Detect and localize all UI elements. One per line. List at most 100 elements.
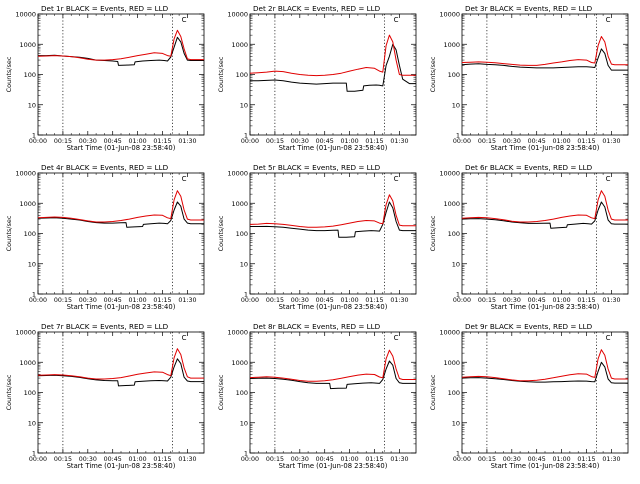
corner-mark: C xyxy=(606,175,611,183)
y-tick-label: 1000 xyxy=(19,359,36,367)
corner-mark: C xyxy=(394,334,399,342)
panel-title: Det 3r BLACK = Events, RED = LLD xyxy=(465,4,593,13)
x-tick-label: 00:15 xyxy=(54,456,72,463)
y-tick-label: 1000 xyxy=(443,359,460,367)
y-tick-label: 100 xyxy=(236,389,248,397)
y-tick-label: 10 xyxy=(452,101,460,109)
x-tick-label: 00:00 xyxy=(241,138,259,145)
x-tick-label: 00:30 xyxy=(79,456,97,463)
detector-panel: Det 7r BLACK = Events, RED = LLD C 1 10 100 1… xyxy=(5,322,205,470)
x-tick-label: 00:30 xyxy=(79,138,97,145)
corner-mark: C xyxy=(182,175,187,183)
x-tick-label: 01:15 xyxy=(153,297,171,304)
lld-series-line xyxy=(461,36,628,66)
x-tick-label: 00:15 xyxy=(478,297,496,304)
y-tick-label: 10 xyxy=(240,419,248,427)
x-axis-label: Start Time (01-Jun-08 23:58:40) xyxy=(279,144,388,152)
lld-series-line xyxy=(249,194,416,228)
lld-series-line xyxy=(249,34,416,77)
x-tick-label: 00:00 xyxy=(29,456,47,463)
corner-mark: C xyxy=(394,16,399,24)
events-series-line xyxy=(461,361,628,384)
y-tick-label: 1 xyxy=(244,132,248,140)
x-tick-label: 01:00 xyxy=(129,297,147,304)
x-tick-label: 00:15 xyxy=(54,297,72,304)
x-tick-label: 00:00 xyxy=(29,297,47,304)
x-tick-label: 01:15 xyxy=(153,456,171,463)
x-axis-label: Start Time (01-Jun-08 23:58:40) xyxy=(67,144,176,152)
x-tick-label: 01:00 xyxy=(129,138,147,145)
lld-series-line xyxy=(461,349,628,382)
x-tick-label: 00:15 xyxy=(478,456,496,463)
events-series-line xyxy=(37,201,204,228)
x-tick-label: 00:00 xyxy=(453,138,471,145)
x-tick-label: 00:45 xyxy=(316,138,334,145)
y-tick-label: 1000 xyxy=(19,41,36,49)
y-axis-label: Counts/sec xyxy=(5,56,13,92)
x-axis-label: Start Time (01-Jun-08 23:58:40) xyxy=(491,144,600,152)
x-tick-label: 00:00 xyxy=(453,456,471,463)
x-tick-label: 01:30 xyxy=(602,297,620,304)
x-tick-label: 00:30 xyxy=(503,297,521,304)
x-axis-label: Start Time (01-Jun-08 23:58:40) xyxy=(67,462,176,470)
x-tick-label: 00:45 xyxy=(104,138,122,145)
x-tick-label: 01:00 xyxy=(553,297,571,304)
x-tick-label: 01:30 xyxy=(390,456,408,463)
detector-panel: Det 6r BLACK = Events, RED = LLD C 1 10 100 1… xyxy=(429,163,629,311)
x-tick-label: 01:30 xyxy=(178,297,196,304)
detector-panel: Det 3r BLACK = Events, RED = LLD C 1 10 100 1… xyxy=(429,4,629,152)
x-tick-label: 00:45 xyxy=(528,297,546,304)
y-axis-label: Counts/sec xyxy=(429,56,437,92)
detector-panel: Det 1r BLACK = Events, RED = LLD C 1 10 100 1… xyxy=(5,4,205,152)
x-tick-label: 00:00 xyxy=(241,297,259,304)
lld-series-line xyxy=(37,190,204,223)
corner-mark: C xyxy=(182,334,187,342)
lld-series-line xyxy=(461,190,628,223)
detector-panel: Det 2r BLACK = Events, RED = LLD C 1 10 100 1… xyxy=(217,4,417,152)
lld-series-line xyxy=(37,348,204,380)
y-tick-label: 10000 xyxy=(439,170,460,178)
y-tick-label: 1 xyxy=(456,450,460,458)
y-tick-label: 1000 xyxy=(231,200,248,208)
x-tick-label: 00:30 xyxy=(291,456,309,463)
x-tick-label: 00:00 xyxy=(453,297,471,304)
y-axis-label: Counts/sec xyxy=(5,215,13,251)
x-tick-label: 00:30 xyxy=(503,456,521,463)
y-tick-label: 10 xyxy=(240,260,248,268)
x-tick-label: 01:30 xyxy=(178,138,196,145)
y-tick-label: 10 xyxy=(452,260,460,268)
y-tick-label: 100 xyxy=(24,230,36,238)
events-series-line xyxy=(38,36,204,66)
y-tick-label: 1000 xyxy=(443,41,460,49)
x-tick-label: 00:00 xyxy=(29,138,47,145)
y-tick-label: 10000 xyxy=(15,329,36,337)
y-tick-label: 1 xyxy=(32,450,36,458)
x-tick-label: 01:15 xyxy=(577,456,595,463)
x-tick-label: 00:30 xyxy=(503,138,521,145)
x-axis-label: Start Time (01-Jun-08 23:58:40) xyxy=(279,303,388,311)
y-tick-label: 10 xyxy=(28,419,36,427)
y-tick-label: 10000 xyxy=(227,170,248,178)
y-tick-label: 1000 xyxy=(443,200,460,208)
y-tick-label: 1 xyxy=(456,291,460,299)
events-series-line xyxy=(250,43,416,92)
x-tick-label: 00:15 xyxy=(266,456,284,463)
x-tick-label: 01:15 xyxy=(365,456,383,463)
lld-series-line xyxy=(37,29,204,61)
x-tick-label: 00:00 xyxy=(241,456,259,463)
x-tick-label: 00:45 xyxy=(316,297,334,304)
x-tick-label: 01:15 xyxy=(577,138,595,145)
x-tick-label: 01:30 xyxy=(602,138,620,145)
y-axis-label: Counts/sec xyxy=(429,215,437,251)
x-axis-label: Start Time (01-Jun-08 23:58:40) xyxy=(279,462,388,470)
y-tick-label: 10000 xyxy=(439,11,460,19)
corner-mark: C xyxy=(606,16,611,24)
y-tick-label: 100 xyxy=(24,389,36,397)
panel-title: Det 4r BLACK = Events, RED = LLD xyxy=(41,163,169,172)
y-tick-label: 100 xyxy=(24,71,36,79)
y-tick-label: 100 xyxy=(448,230,460,238)
x-axis-label: Start Time (01-Jun-08 23:58:40) xyxy=(67,303,176,311)
panel-title: Det 6r BLACK = Events, RED = LLD xyxy=(465,163,593,172)
x-axis-label: Start Time (01-Jun-08 23:58:40) xyxy=(491,462,600,470)
